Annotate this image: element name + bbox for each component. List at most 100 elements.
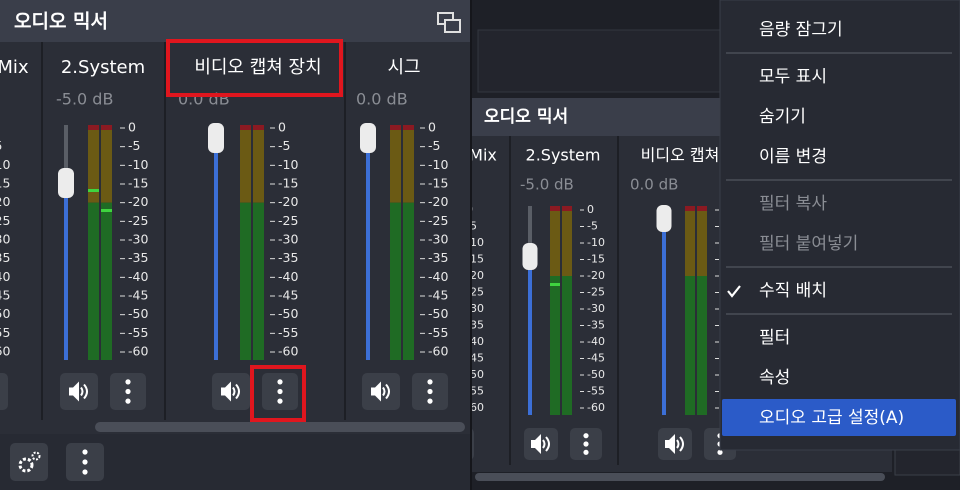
scale-label: -60 <box>466 401 484 414</box>
speaker-icon <box>69 381 79 402</box>
scale-label: -10 <box>128 157 148 172</box>
scale-label: -15 <box>587 253 605 266</box>
scale-label: -35 <box>466 319 484 332</box>
menu-item[interactable]: 음량 잠그기 <box>759 20 843 40</box>
menu-item-label: 필터 <box>759 328 790 348</box>
scale-label: -40 <box>466 335 484 348</box>
speaker-wave <box>80 383 88 400</box>
fader-handle[interactable] <box>208 123 224 153</box>
mute-button[interactable] <box>440 428 474 460</box>
menu-item-label: 음량 잠그기 <box>759 20 843 40</box>
channel-volume: 0.0 dB <box>630 176 678 194</box>
menu-item-label: 이름 변경 <box>759 147 827 167</box>
meter-ok <box>88 202 99 360</box>
channel-menu-button[interactable] <box>262 373 298 410</box>
menu-item[interactable]: 숨기기 <box>759 107 806 127</box>
menu-item: 필터 붙여넣기 <box>759 234 858 254</box>
speaker-wave <box>382 383 390 400</box>
dot <box>277 388 283 395</box>
menu-item[interactable]: 속성 <box>759 368 790 388</box>
scale-label: -35 <box>428 250 448 265</box>
scale-label: -60 <box>587 401 605 414</box>
meter-ok <box>253 202 264 360</box>
mute-button[interactable] <box>212 373 250 410</box>
scrollbar[interactable] <box>475 473 885 481</box>
menu-item[interactable]: 수직 배치 <box>727 281 827 301</box>
scale-label: -25 <box>466 286 484 299</box>
channel-volume: 0.0 dB <box>356 90 408 109</box>
channel-name: 비디오 캡쳐 장치 <box>194 57 321 78</box>
scale-label: -60 <box>0 344 10 359</box>
dock-icon[interactable] <box>437 12 461 33</box>
scale-label: -15 <box>428 176 448 191</box>
menu-item[interactable]: 오디오 고급 설정(A) <box>722 399 956 436</box>
button-bg <box>472 429 474 459</box>
menu-item[interactable]: 모두 표시 <box>759 67 827 87</box>
channel-menu-button[interactable] <box>412 373 448 410</box>
scale-label: -15 <box>0 176 10 191</box>
scale-label: 0 <box>466 203 473 216</box>
menu-item-highlight <box>722 399 956 436</box>
scale-label: -40 <box>278 269 298 284</box>
mute-button[interactable] <box>0 373 8 410</box>
menu-item[interactable]: 이름 변경 <box>759 147 827 167</box>
scale-label: -45 <box>278 288 298 303</box>
scale-label: -55 <box>587 385 605 398</box>
dot <box>717 449 723 455</box>
mute-button[interactable] <box>658 428 692 460</box>
mute-button[interactable] <box>362 373 400 410</box>
meter-ok <box>403 202 414 360</box>
dot <box>125 398 131 404</box>
settings-button[interactable] <box>10 443 48 481</box>
scale-label: -15 <box>128 176 148 191</box>
scale-label: -10 <box>428 157 448 172</box>
scale-label: -10 <box>278 157 298 172</box>
meter-warn <box>685 211 695 276</box>
scale-label: -55 <box>466 385 484 398</box>
channel-name: 2.System <box>61 57 145 78</box>
fader-handle[interactable] <box>522 243 538 270</box>
speaker-wave <box>232 383 240 400</box>
scale-label: -35 <box>0 250 10 265</box>
scale-label: -40 <box>0 269 10 284</box>
dot <box>427 379 433 385</box>
fader-handle[interactable] <box>656 205 672 232</box>
scale-label: -50 <box>428 306 448 321</box>
menu-button[interactable] <box>66 443 104 481</box>
meter-ok <box>390 202 401 360</box>
meter-peak <box>240 125 251 130</box>
scale-label: -25 <box>587 286 605 299</box>
top-dock <box>477 29 729 93</box>
scale-label: -25 <box>428 213 448 228</box>
mute-button[interactable] <box>524 428 558 460</box>
scale-label: -30 <box>428 232 448 247</box>
meter-peak <box>88 125 99 130</box>
scale-label: -40 <box>428 269 448 284</box>
channel-volume: 0.0 dB <box>178 90 230 109</box>
meter-level <box>101 209 112 212</box>
scale-label: -45 <box>428 288 448 303</box>
scale-label: -30 <box>0 232 10 247</box>
meter-peak <box>390 125 401 130</box>
mute-button[interactable] <box>60 373 98 410</box>
menu-item[interactable]: 필터 <box>759 328 790 348</box>
channel-volume: -5.0 dB <box>56 90 113 109</box>
channel-name: 2.System <box>526 146 601 165</box>
channel-menu-button[interactable] <box>570 428 602 460</box>
scrollbar[interactable] <box>95 422 465 432</box>
scale-label: -5 <box>587 220 598 233</box>
scale-label: -45 <box>128 288 148 303</box>
channel-menu-button[interactable] <box>110 373 146 410</box>
speaker-wave <box>542 436 550 452</box>
scale-label: -20 <box>466 269 484 282</box>
scale-label: -5 <box>128 138 140 153</box>
fader-handle[interactable] <box>58 168 74 198</box>
meter-peak <box>101 125 112 130</box>
fader-handle[interactable] <box>360 123 376 153</box>
channel-name: Mix <box>469 146 497 165</box>
dot <box>277 398 283 404</box>
panel-title: 오디오 믹서 <box>484 107 568 127</box>
scale-label: -45 <box>0 288 10 303</box>
meter-warn <box>403 130 414 203</box>
